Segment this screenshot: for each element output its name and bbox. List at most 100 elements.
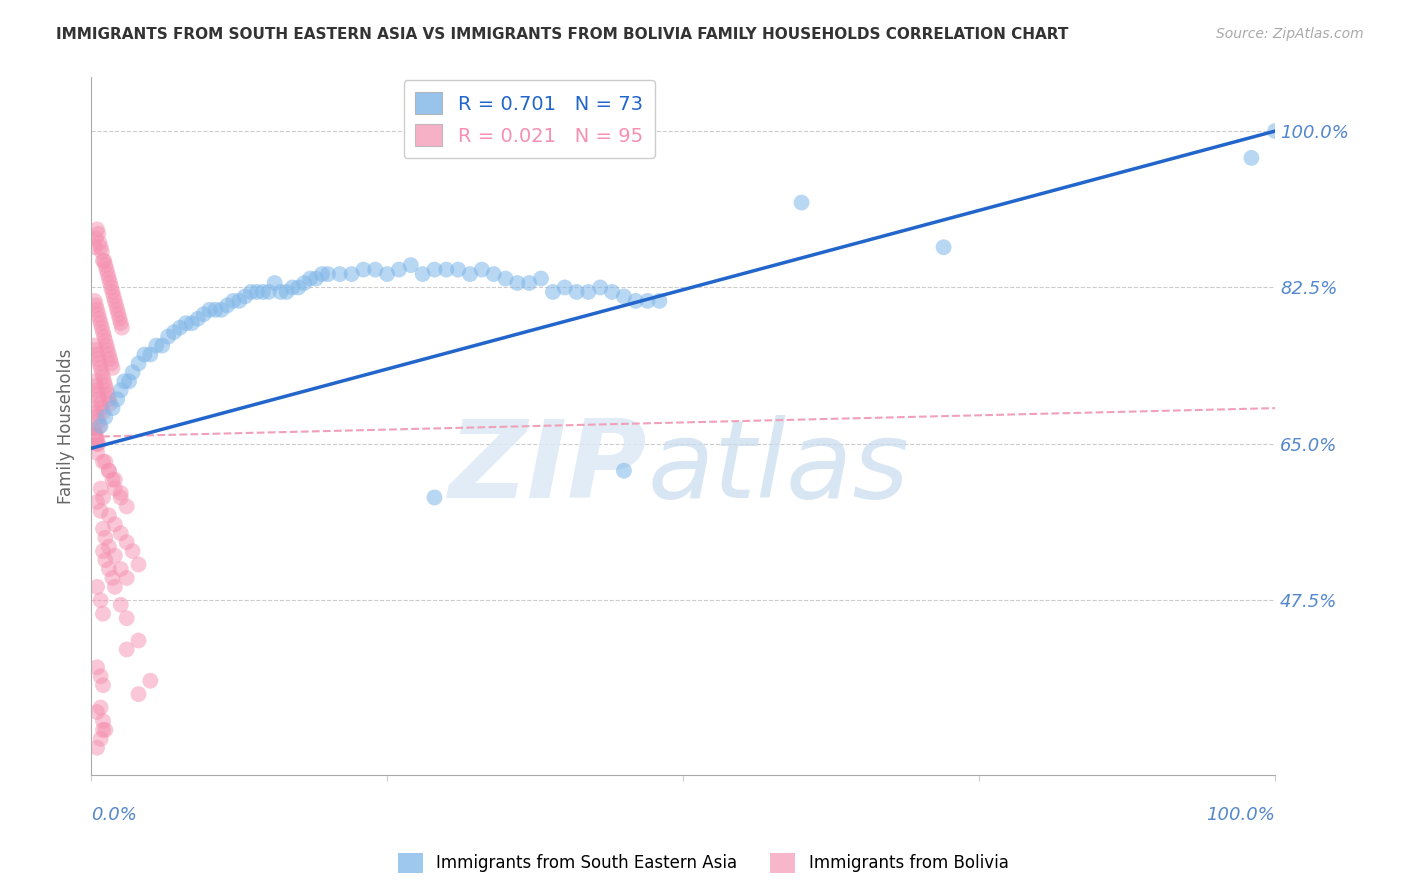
- Point: [91, 369, 114, 384]
- Point: [86, 410, 108, 425]
- Point: [84, 231, 107, 245]
- Point: [299, 271, 322, 285]
- Point: [600, 285, 623, 299]
- Point: [228, 293, 250, 308]
- Point: [517, 276, 540, 290]
- Point: [97, 271, 120, 285]
- Point: [96, 262, 118, 277]
- Point: [624, 293, 647, 308]
- Point: [1264, 124, 1286, 138]
- Point: [340, 267, 363, 281]
- Point: [83, 374, 105, 388]
- Legend: Immigrants from South Eastern Asia, Immigrants from Bolivia: Immigrants from South Eastern Asia, Immi…: [391, 847, 1015, 880]
- Point: [89, 392, 111, 407]
- Point: [97, 347, 120, 361]
- Point: [128, 356, 150, 370]
- Text: IMMIGRANTS FROM SOUTH EASTERN ASIA VS IMMIGRANTS FROM BOLIVIA FAMILY HOUSEHOLDS : IMMIGRANTS FROM SOUTH EASTERN ASIA VS IM…: [56, 27, 1069, 42]
- Point: [637, 293, 659, 308]
- Point: [97, 540, 120, 554]
- Point: [94, 723, 117, 737]
- Point: [90, 669, 112, 683]
- Point: [90, 700, 112, 714]
- Point: [305, 271, 328, 285]
- Point: [84, 343, 107, 357]
- Point: [276, 285, 298, 299]
- Point: [97, 508, 120, 523]
- Point: [101, 401, 124, 416]
- Point: [115, 500, 138, 514]
- Point: [94, 410, 117, 425]
- Point: [97, 343, 120, 357]
- Point: [399, 258, 422, 272]
- Point: [83, 424, 105, 438]
- Point: [94, 258, 117, 272]
- Point: [86, 705, 108, 719]
- Point: [105, 392, 128, 407]
- Point: [86, 495, 108, 509]
- Point: [118, 374, 141, 388]
- Text: Source: ZipAtlas.com: Source: ZipAtlas.com: [1216, 27, 1364, 41]
- Point: [613, 464, 636, 478]
- Point: [139, 673, 162, 688]
- Point: [103, 289, 125, 303]
- Point: [187, 311, 209, 326]
- Point: [353, 262, 375, 277]
- Point: [115, 571, 138, 585]
- Point: [90, 397, 112, 411]
- Point: [204, 302, 226, 317]
- Point: [311, 267, 333, 281]
- Point: [94, 531, 117, 545]
- Point: [104, 473, 127, 487]
- Point: [91, 325, 114, 339]
- Point: [90, 482, 112, 496]
- Point: [91, 455, 114, 469]
- Point: [565, 285, 588, 299]
- Point: [84, 378, 107, 392]
- Point: [90, 419, 112, 434]
- Point: [180, 316, 202, 330]
- Point: [110, 384, 132, 398]
- Point: [97, 464, 120, 478]
- Point: [648, 293, 671, 308]
- Point: [93, 329, 115, 343]
- Point: [86, 347, 108, 361]
- Point: [93, 253, 115, 268]
- Point: [240, 285, 263, 299]
- Point: [107, 307, 129, 321]
- Point: [115, 642, 138, 657]
- Point: [100, 280, 122, 294]
- Point: [97, 464, 120, 478]
- Point: [87, 415, 110, 429]
- Point: [86, 446, 108, 460]
- Point: [110, 316, 132, 330]
- Point: [110, 491, 132, 505]
- Point: [97, 267, 120, 281]
- Point: [87, 388, 110, 402]
- Point: [104, 549, 127, 563]
- Point: [90, 244, 112, 259]
- Point: [105, 302, 128, 317]
- Point: [90, 401, 112, 416]
- Point: [83, 428, 105, 442]
- Point: [110, 526, 132, 541]
- Point: [139, 347, 162, 361]
- Point: [222, 293, 245, 308]
- Point: [86, 580, 108, 594]
- Point: [292, 276, 315, 290]
- Point: [90, 320, 112, 334]
- Point: [193, 307, 215, 321]
- Point: [89, 419, 111, 434]
- Point: [84, 406, 107, 420]
- Point: [87, 307, 110, 321]
- Point: [83, 338, 105, 352]
- Point: [94, 455, 117, 469]
- Point: [101, 473, 124, 487]
- Point: [375, 267, 398, 281]
- Point: [458, 267, 481, 281]
- Point: [174, 316, 197, 330]
- Point: [84, 433, 107, 447]
- Point: [434, 262, 457, 277]
- Point: [91, 714, 114, 728]
- Point: [94, 553, 117, 567]
- Point: [112, 374, 135, 388]
